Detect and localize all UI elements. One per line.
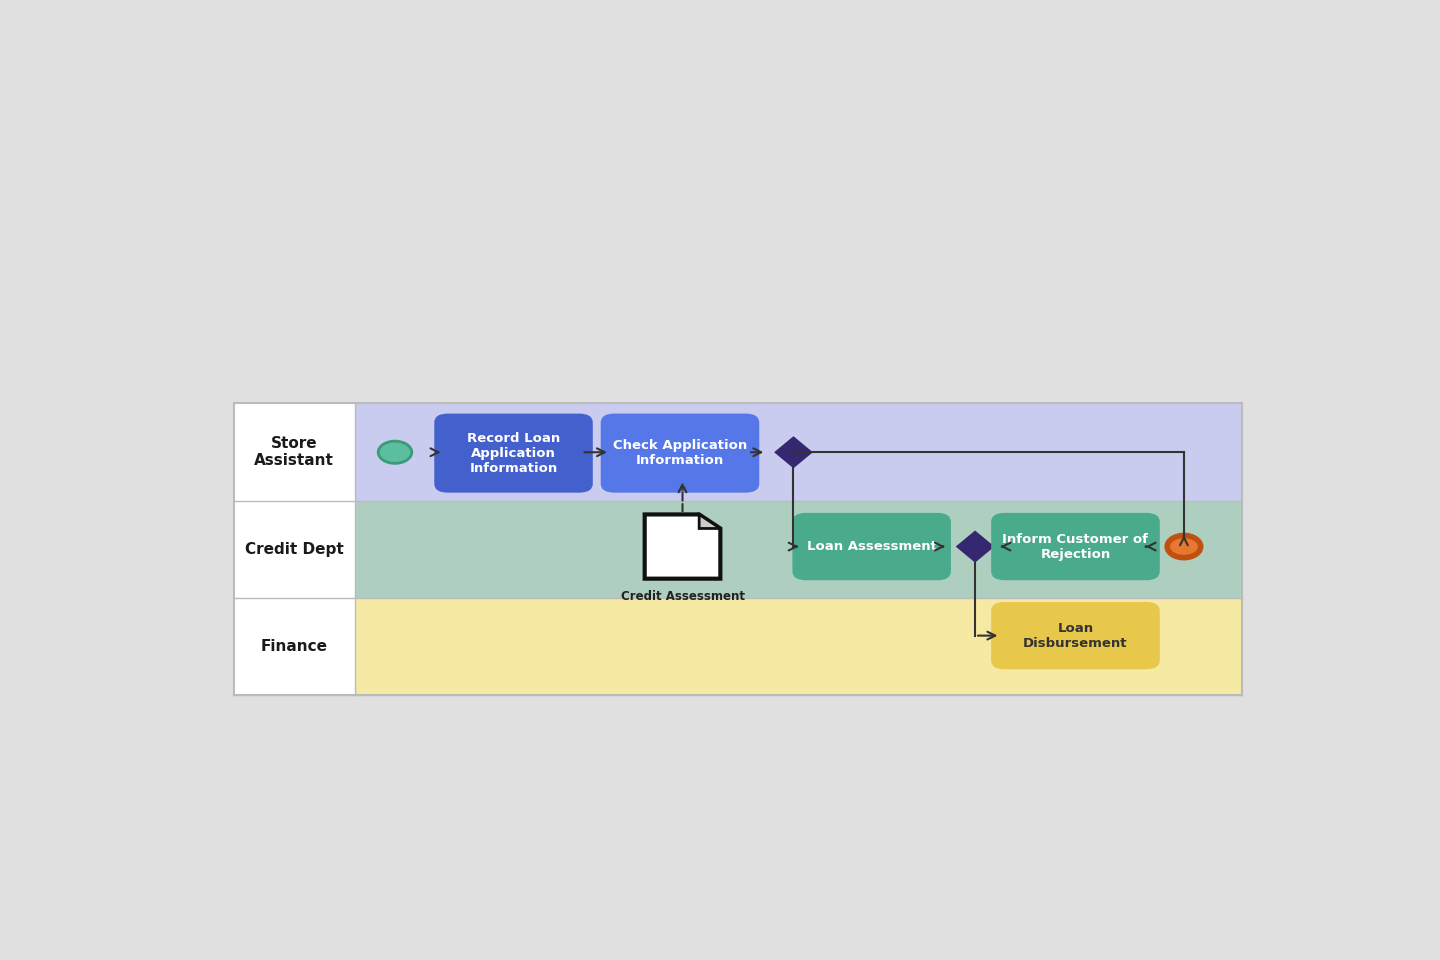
Text: Finance: Finance <box>261 639 327 655</box>
Circle shape <box>379 442 412 464</box>
Text: Loan
Disbursement: Loan Disbursement <box>1024 622 1128 650</box>
FancyBboxPatch shape <box>233 403 354 501</box>
FancyBboxPatch shape <box>354 501 1243 598</box>
Text: Credit Assessment: Credit Assessment <box>621 590 744 603</box>
Polygon shape <box>775 436 814 468</box>
Polygon shape <box>700 515 720 528</box>
FancyBboxPatch shape <box>354 403 1243 501</box>
Text: Inform Customer of
Rejection: Inform Customer of Rejection <box>1002 533 1149 561</box>
FancyBboxPatch shape <box>991 513 1159 580</box>
FancyBboxPatch shape <box>792 513 950 580</box>
FancyBboxPatch shape <box>233 598 354 695</box>
FancyBboxPatch shape <box>435 414 593 492</box>
FancyBboxPatch shape <box>354 598 1243 695</box>
Text: Credit Dept: Credit Dept <box>245 542 344 557</box>
Text: Check Application
Information: Check Application Information <box>613 439 747 468</box>
FancyBboxPatch shape <box>233 501 354 598</box>
Text: Store
Assistant: Store Assistant <box>255 436 334 468</box>
Text: Loan Assessment: Loan Assessment <box>806 540 936 553</box>
FancyBboxPatch shape <box>991 602 1159 669</box>
FancyBboxPatch shape <box>600 414 759 492</box>
Polygon shape <box>956 531 995 563</box>
Text: Record Loan
Application
Information: Record Loan Application Information <box>467 432 560 474</box>
Circle shape <box>1168 536 1201 558</box>
Polygon shape <box>645 515 720 579</box>
